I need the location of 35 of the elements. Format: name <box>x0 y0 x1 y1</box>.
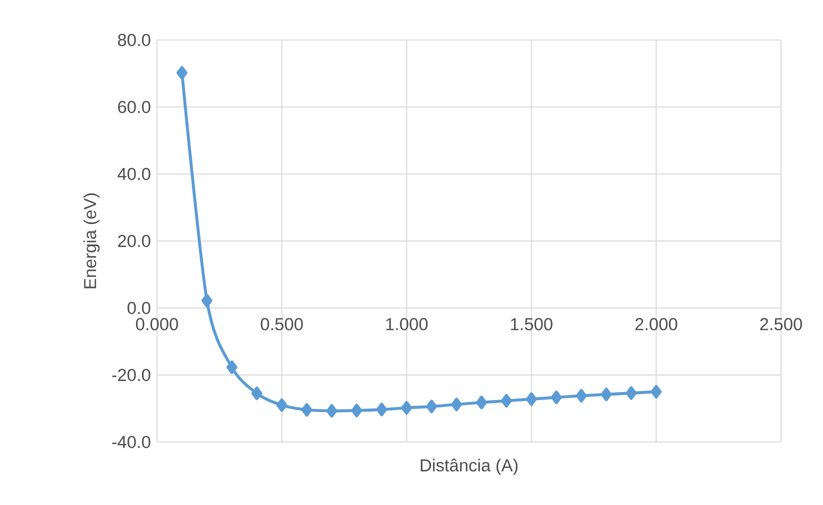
y-axis-title: Energia (eV) <box>83 193 100 288</box>
x-tick-label: 0.000 <box>136 318 178 330</box>
point <box>576 388 587 403</box>
x-tick-label: 0.500 <box>260 318 303 330</box>
point <box>201 294 212 308</box>
point <box>401 401 412 415</box>
x-tick-label: 2.500 <box>760 318 802 330</box>
y-tick-label: 40.0 <box>118 168 150 180</box>
point <box>326 404 338 418</box>
point <box>626 386 637 400</box>
point <box>301 403 312 417</box>
point <box>650 384 662 399</box>
y-tick-label: 20.0 <box>118 234 150 248</box>
point <box>526 392 537 406</box>
y-tick-label: 60.0 <box>118 100 150 114</box>
y-tick-label: 80.0 <box>118 34 150 46</box>
y-tick-label: -20.0 <box>112 368 150 382</box>
point <box>426 400 438 414</box>
y-tick-label: -40.0 <box>112 436 150 448</box>
point <box>550 390 562 404</box>
x-tick-label: 1.500 <box>511 318 552 330</box>
point <box>476 396 487 410</box>
point <box>176 66 188 80</box>
y-tick-label: 0.0 <box>128 302 150 314</box>
point <box>351 404 362 418</box>
x-axis-title: Distância (A) <box>420 458 518 475</box>
point <box>451 398 462 412</box>
x-tick-label: 2.000 <box>635 318 678 330</box>
point <box>500 394 512 408</box>
point <box>276 398 288 412</box>
x-tick-label: 1.000 <box>386 318 428 330</box>
point <box>600 388 612 402</box>
point <box>226 360 238 374</box>
point <box>251 386 262 400</box>
point <box>376 402 388 416</box>
